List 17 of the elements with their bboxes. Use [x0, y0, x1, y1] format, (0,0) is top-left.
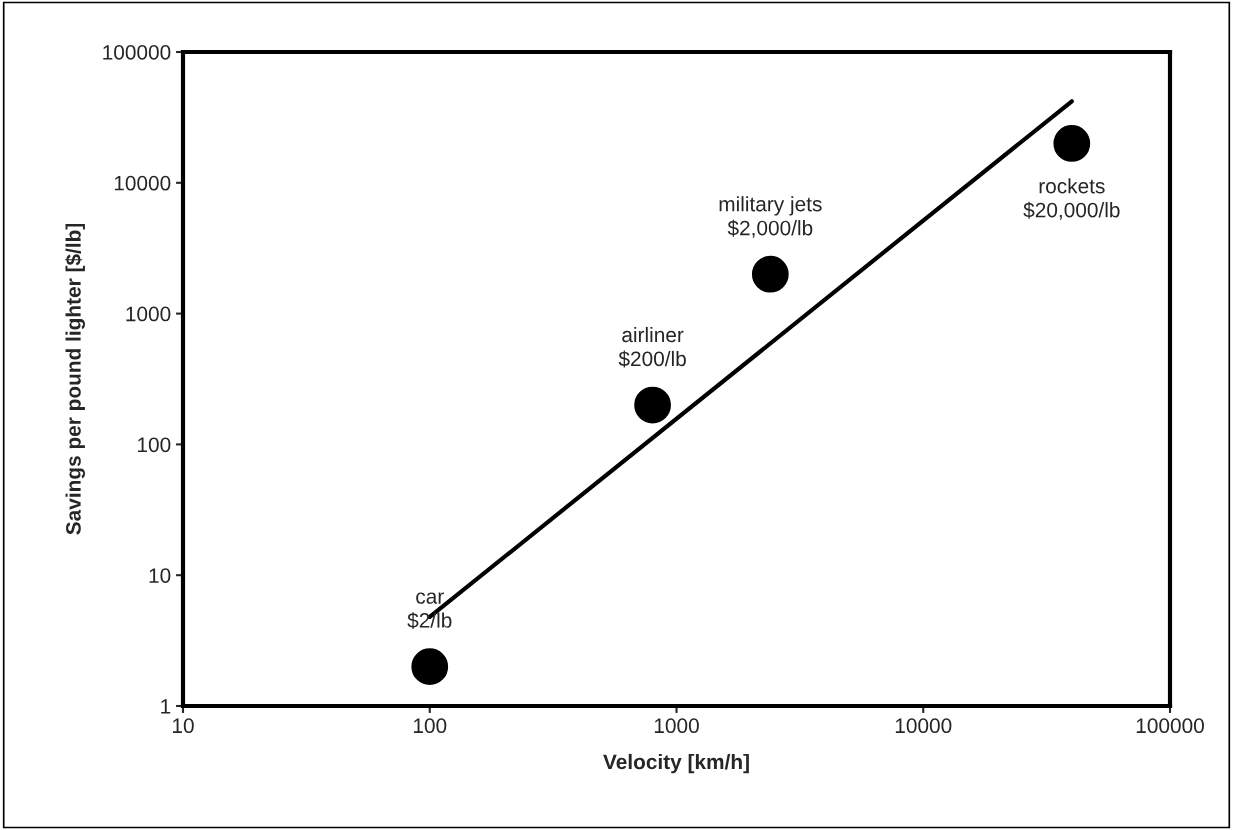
x-tick-label: 100000: [1136, 718, 1204, 734]
y-tick-label: 1: [161, 699, 171, 714]
annotation: airliner $200/lb: [618, 326, 686, 368]
y-tick-label: 100000: [103, 45, 171, 60]
y-axis-title: Savings per pound lighter [$/lb]: [65, 223, 86, 535]
x-tick-label: 1000: [654, 718, 699, 734]
y-tick-label: 1000: [126, 306, 171, 322]
annotation: car $2/lb: [407, 592, 452, 630]
x-axis-title: Velocity [km/h]: [603, 753, 749, 774]
y-tick-label: 100: [138, 437, 171, 453]
x-tick-label: 10000: [895, 718, 952, 734]
x-tick-label: 10: [173, 718, 194, 734]
y-tick-label: 10000: [114, 175, 171, 191]
annotation: rockets $20,000/lb: [1023, 178, 1120, 220]
x-tick-label: 100: [413, 718, 447, 734]
annotation: military jets $2,000/lb: [719, 196, 822, 238]
y-tick-label: 10: [149, 568, 171, 583]
